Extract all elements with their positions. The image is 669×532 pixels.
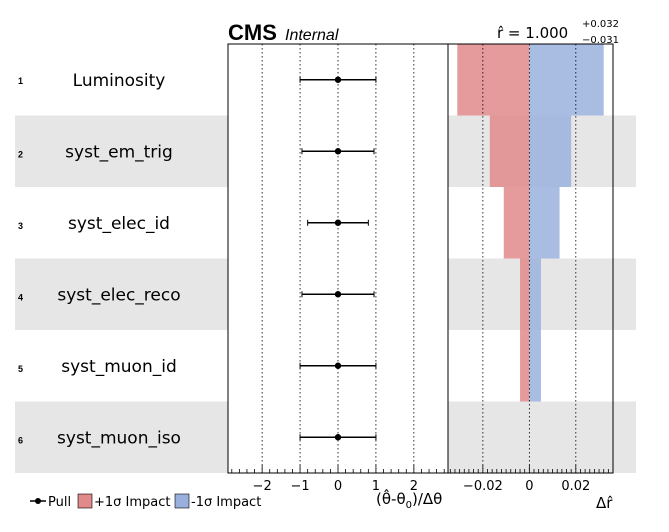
parameter-name: syst_elec_id xyxy=(68,214,170,234)
pull-marker xyxy=(334,291,342,298)
parameter-name: Luminosity xyxy=(73,71,166,91)
rank-label: 1 xyxy=(18,76,23,86)
row-band-left xyxy=(15,258,228,330)
impact-axis-tick-label: −0.02 xyxy=(463,479,503,494)
rhat-down-error: −0.031 xyxy=(582,35,619,46)
impact-minus-bar xyxy=(529,258,541,330)
row-band-left xyxy=(15,401,228,473)
impact-axis-tick-label: 0 xyxy=(525,479,533,494)
rank-label: 4 xyxy=(18,292,23,302)
impact-frame xyxy=(447,43,614,474)
impact-minus-bar xyxy=(529,115,572,187)
pull-axis-tick-label: −1 xyxy=(290,479,309,494)
row-bands xyxy=(15,115,636,473)
row-band-right xyxy=(448,258,636,330)
legend-minus-impact-text: -1σ Impact xyxy=(191,495,261,510)
impact-plus-bar xyxy=(489,115,530,187)
pull-marker xyxy=(334,148,342,155)
rhat-value: r̂ = 1.000 xyxy=(497,24,568,42)
internal-label: Internal xyxy=(285,27,339,44)
rhat-up-error: +0.032 xyxy=(582,19,619,30)
impact-plus-bar xyxy=(503,187,530,259)
rank-label: 3 xyxy=(18,221,23,231)
parameter-name: syst_muon_iso xyxy=(57,428,181,448)
pull-axis-tick-label: 1 xyxy=(372,479,380,494)
legend-pull-marker xyxy=(35,498,41,504)
legend-pull-text: Pull xyxy=(48,495,71,510)
pull-axis-tick-label: 0 xyxy=(334,479,342,494)
impact-axis-title: Δr̂ xyxy=(596,494,613,512)
rank-label: 5 xyxy=(18,364,23,374)
legend: Pull +1σ Impact -1σ Impact xyxy=(30,493,261,510)
impact-axis-tick-label: 0.02 xyxy=(561,479,590,494)
axes: −2 −1 0 1 2 −0.02 0 0.02 xyxy=(231,465,609,494)
impact-bars xyxy=(457,44,604,402)
impact-minus-bar xyxy=(529,330,541,402)
pull-axis-tick-label: 2 xyxy=(410,479,418,494)
rank-label: 2 xyxy=(18,149,23,159)
pull-marker xyxy=(334,434,342,441)
row-band-left xyxy=(15,115,228,187)
parameter-labels: 1 Luminosity 2 syst_em_trig 3 syst_elec_id 4 sy… xyxy=(18,71,181,449)
parameter-name: syst_elec_reco xyxy=(57,285,180,305)
pull-marker xyxy=(334,219,342,226)
legend-plus-impact-text: +1σ Impact xyxy=(94,495,171,510)
pull-axis-title: (θ̂-θ0)/Δθ xyxy=(376,488,442,511)
cms-label: CMS xyxy=(228,20,277,45)
row-band-right xyxy=(448,401,636,473)
pull-gridlines xyxy=(261,44,577,473)
pull-markers xyxy=(299,76,377,441)
parameter-name: syst_muon_id xyxy=(61,357,176,377)
impact-plus-bar xyxy=(520,258,530,330)
pull-marker xyxy=(334,76,342,83)
impact-plus-bar xyxy=(457,44,530,116)
pull-axis-tick-label: −2 xyxy=(253,479,272,494)
rank-label: 6 xyxy=(18,435,23,445)
impact-minus-bar xyxy=(529,187,560,259)
legend-minus-impact-swatch xyxy=(174,493,190,509)
parameter-name: syst_em_trig xyxy=(65,142,173,162)
impact-plus-bar xyxy=(520,330,530,402)
legend-plus-impact-swatch xyxy=(77,493,93,509)
impact-minus-bar xyxy=(529,44,604,116)
pull-marker xyxy=(334,362,342,369)
